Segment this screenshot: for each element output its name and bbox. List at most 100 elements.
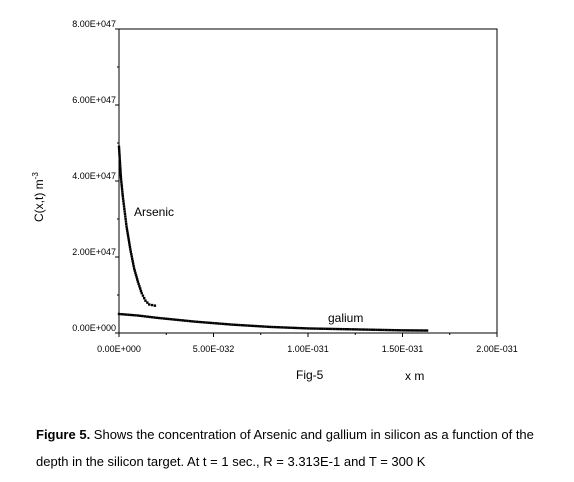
data-point bbox=[280, 326, 284, 329]
data-point bbox=[287, 326, 291, 329]
data-point bbox=[146, 301, 149, 304]
data-point bbox=[209, 321, 213, 325]
figure-caption: Figure 5. Shows the concentration of Ars… bbox=[36, 421, 566, 475]
data-point bbox=[141, 294, 145, 297]
data-point bbox=[117, 312, 121, 316]
data-point bbox=[243, 324, 246, 327]
data-point bbox=[283, 326, 286, 329]
data-point bbox=[247, 324, 251, 327]
data-point bbox=[351, 328, 355, 331]
caption-text: Shows the concentration of Arsenic and g… bbox=[36, 427, 534, 469]
data-point bbox=[134, 314, 137, 317]
data-point bbox=[131, 257, 134, 261]
y-tick-label: 8.00E+047 bbox=[72, 19, 116, 29]
y-axis-label-superscript: -3 bbox=[31, 172, 40, 180]
data-point bbox=[122, 205, 126, 208]
data-point bbox=[384, 328, 388, 332]
data-point bbox=[370, 328, 373, 331]
data-point bbox=[414, 329, 418, 332]
data-point bbox=[118, 157, 121, 160]
data-point bbox=[118, 161, 122, 165]
x-axis-label: x m bbox=[405, 369, 424, 383]
data-point bbox=[408, 329, 411, 332]
data-point bbox=[118, 159, 122, 163]
data-point bbox=[121, 192, 124, 196]
data-point bbox=[323, 327, 326, 330]
data-point bbox=[217, 322, 220, 325]
data-point bbox=[387, 328, 390, 332]
data-point bbox=[339, 327, 343, 331]
data-point bbox=[297, 326, 300, 330]
y-axis-label: C(x,t) m-3 bbox=[31, 172, 46, 222]
data-point bbox=[153, 316, 156, 319]
data-point bbox=[200, 320, 203, 324]
data-point bbox=[128, 241, 131, 244]
data-point bbox=[123, 212, 127, 216]
data-point bbox=[188, 319, 192, 323]
data-point bbox=[335, 327, 338, 331]
data-point bbox=[419, 329, 422, 332]
data-point bbox=[125, 227, 129, 231]
data-point bbox=[394, 328, 397, 332]
data-point bbox=[313, 327, 317, 330]
data-point bbox=[126, 234, 130, 237]
data-point bbox=[332, 327, 336, 331]
data-point bbox=[132, 264, 135, 268]
data-point bbox=[157, 316, 161, 320]
data-point bbox=[132, 267, 136, 270]
series-label-galium: galium bbox=[328, 311, 363, 325]
data-point bbox=[235, 323, 239, 327]
data-point bbox=[165, 317, 168, 320]
data-point bbox=[240, 324, 244, 327]
data-point bbox=[382, 328, 385, 332]
x-tick-label: 5.00E-032 bbox=[193, 344, 235, 354]
data-point bbox=[304, 327, 307, 330]
data-point bbox=[372, 328, 376, 331]
data-point bbox=[231, 323, 234, 326]
data-point bbox=[228, 323, 232, 326]
data-point bbox=[245, 324, 248, 327]
data-point bbox=[137, 282, 140, 286]
series-galium bbox=[117, 312, 429, 332]
data-point bbox=[121, 190, 124, 193]
data-point bbox=[264, 325, 267, 328]
data-point bbox=[219, 322, 222, 325]
plot-area bbox=[118, 28, 498, 334]
data-point bbox=[179, 318, 182, 322]
data-point bbox=[278, 326, 281, 329]
data-point bbox=[421, 329, 424, 332]
y-tick-label: 6.00E+047 bbox=[72, 95, 116, 105]
data-point bbox=[181, 319, 184, 322]
data-point bbox=[125, 225, 128, 228]
series-label-arsenic: Arsenic bbox=[134, 205, 174, 219]
data-point bbox=[233, 323, 236, 326]
data-point bbox=[139, 289, 143, 293]
data-point bbox=[118, 154, 121, 158]
data-point bbox=[412, 329, 415, 332]
data-point bbox=[306, 327, 310, 330]
data-point bbox=[124, 215, 127, 218]
data-point bbox=[342, 327, 345, 331]
data-point bbox=[144, 299, 147, 302]
data-point bbox=[133, 269, 136, 272]
data-point bbox=[122, 200, 125, 203]
data-point bbox=[250, 324, 253, 327]
data-point bbox=[138, 287, 142, 290]
data-point bbox=[136, 280, 140, 283]
data-point bbox=[120, 312, 123, 316]
data-point bbox=[309, 327, 312, 330]
data-point bbox=[186, 319, 189, 323]
data-point bbox=[396, 329, 399, 332]
y-tick-label: 4.00E+047 bbox=[72, 171, 116, 181]
data-point bbox=[377, 328, 381, 332]
data-point bbox=[224, 322, 227, 326]
data-point bbox=[134, 273, 138, 277]
data-point bbox=[205, 321, 208, 324]
chart-subtitle: Fig-5 bbox=[296, 368, 324, 382]
data-point bbox=[121, 197, 125, 200]
svg-text:C(x,t) m-3: C(x,t) m-3 bbox=[31, 172, 46, 222]
data-point bbox=[123, 207, 126, 211]
data-point bbox=[271, 325, 274, 329]
data-point bbox=[162, 317, 166, 320]
data-point bbox=[202, 321, 206, 324]
